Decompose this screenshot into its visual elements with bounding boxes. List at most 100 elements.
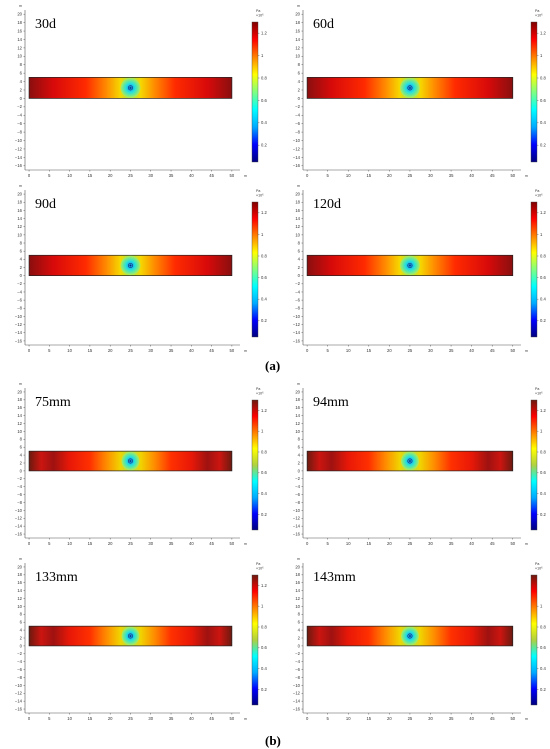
y-tick-label: 4: [20, 257, 23, 262]
x-tick-label: 25: [408, 541, 413, 546]
y-tick-label: 8: [298, 62, 301, 67]
x-tick-label: 15: [88, 348, 93, 353]
y-tick-label: −12: [293, 516, 301, 521]
colorbar-tick-label: 1: [540, 232, 543, 237]
y-tick-label: 8: [298, 437, 301, 442]
x-tick-label: 10: [67, 541, 72, 546]
x-tick-label: 20: [387, 173, 392, 178]
y-tick-label: 4: [298, 628, 301, 633]
y-tick-label: 8: [298, 612, 301, 617]
borehole-marker: [407, 85, 413, 91]
y-tick-label: 0: [298, 273, 301, 278]
colorbar-tick-label: 0.2: [261, 687, 267, 692]
y-tick-label: 18: [17, 572, 22, 577]
x-tick-label: 25: [128, 173, 133, 178]
colorbar-ramp: [530, 201, 538, 338]
x-tick-label: 30: [428, 173, 433, 178]
y-tick-label: 10: [17, 232, 22, 237]
y-tick-label: −6: [17, 492, 22, 497]
x-tick-label: 40: [189, 541, 194, 546]
borehole-marker: [127, 262, 133, 268]
y-tick-label: 16: [17, 580, 22, 585]
y-tick-label: 4: [298, 453, 301, 458]
x-axis-unit: m: [244, 349, 247, 353]
x-tick-label: 20: [108, 348, 113, 353]
x-tick-label: 40: [469, 348, 474, 353]
y-tick-label: 10: [17, 429, 22, 434]
colorbar: Pa×10⁶ 1.2 1 0.8 0.6 0.4 0.2: [530, 387, 546, 531]
x-axis-unit: m: [525, 349, 528, 353]
y-tick-label: 16: [17, 28, 22, 33]
colorbar-scale: ×10⁶: [256, 14, 264, 18]
x-tick-label: 30: [148, 173, 153, 178]
colorbar-tick-label: 1: [540, 53, 543, 58]
x-tick-label: 20: [387, 541, 392, 546]
panel-title: 30d: [35, 17, 56, 32]
y-tick-label: 20: [17, 389, 22, 394]
x-tick-label: 5: [327, 716, 330, 721]
x-tick-label: 25: [128, 348, 133, 353]
colorbar-tick-label: 0.4: [540, 666, 546, 671]
colorbar-ramp: [530, 21, 538, 163]
y-tick-label: −16: [293, 531, 301, 536]
colorbar-tick-label: 0.2: [540, 143, 546, 148]
y-tick-label: 14: [17, 588, 22, 593]
colorbar-tick-label: 1.2: [261, 31, 267, 36]
borehole-marker: [407, 458, 413, 464]
x-tick-label: 45: [490, 348, 495, 353]
colorbar-tick-label: 1.2: [261, 408, 267, 413]
colorbar-scale: ×10⁶: [535, 14, 543, 18]
y-tick-label: 16: [295, 208, 300, 213]
x-tick-label: 30: [148, 716, 153, 721]
x-axis-unit: m: [525, 717, 528, 721]
y-tick-label: −8: [295, 675, 300, 680]
borehole-marker: [407, 633, 413, 639]
y-tick-label: −6: [17, 298, 22, 303]
y-tick-label: 2: [298, 87, 301, 92]
panel-title: 143mm: [313, 570, 356, 585]
y-tick-label: 18: [17, 397, 22, 402]
y-tick-label: 14: [17, 413, 22, 418]
borehole-center: [129, 460, 132, 462]
x-tick-label: 45: [209, 173, 214, 178]
chart-panel-120d: mm20181614121086420−2−4−6−8−10−12−14−160…: [293, 184, 547, 353]
y-tick-label: 12: [17, 596, 22, 601]
x-tick-label: 50: [510, 716, 515, 721]
y-tick-label: 8: [20, 62, 23, 67]
x-tick-label: 0: [306, 541, 309, 546]
y-tick-label: 18: [295, 572, 300, 577]
y-tick-label: 20: [17, 191, 22, 196]
y-tick-label: 10: [295, 429, 300, 434]
y-tick-label: 2: [298, 265, 301, 270]
colorbar: Pa×10⁶ 1.2 1 0.8 0.6 0.4 0.2: [251, 562, 267, 706]
colorbar-scale: ×10⁶: [535, 567, 543, 571]
y-tick-label: −6: [295, 298, 300, 303]
x-tick-label: 10: [67, 716, 72, 721]
x-tick-label: 20: [387, 716, 392, 721]
x-tick-label: 50: [230, 348, 235, 353]
y-tick-label: −14: [15, 699, 23, 704]
x-tick-label: 0: [306, 716, 309, 721]
borehole-marker: [127, 85, 133, 91]
y-tick-label: 10: [17, 604, 22, 609]
chart-panel-143mm: mm20181614121086420−2−4−6−8−10−12−14−160…: [293, 557, 547, 721]
y-tick-label: 4: [20, 79, 23, 84]
colorbar-tick-label: 0.4: [540, 297, 546, 302]
y-tick-label: 12: [17, 224, 22, 229]
y-tick-label: −10: [15, 508, 23, 513]
y-tick-label: 0: [20, 468, 23, 473]
y-tick-label: −2: [17, 104, 22, 109]
y-tick-label: 6: [298, 620, 301, 625]
colorbar: Pa×10⁶ 1.2 1 0.8 0.6 0.4 0.2: [530, 9, 546, 163]
y-tick-label: 6: [298, 445, 301, 450]
y-tick-label: 6: [298, 249, 301, 254]
x-tick-label: 30: [428, 716, 433, 721]
y-tick-label: −4: [295, 484, 300, 489]
y-tick-label: 4: [298, 79, 301, 84]
x-tick-label: 5: [327, 173, 330, 178]
caption-b: (b): [265, 733, 281, 748]
y-tick-label: 2: [298, 460, 301, 465]
x-tick-label: 40: [189, 348, 194, 353]
y-tick-label: −8: [17, 306, 22, 311]
y-axis-unit: m: [19, 184, 22, 188]
